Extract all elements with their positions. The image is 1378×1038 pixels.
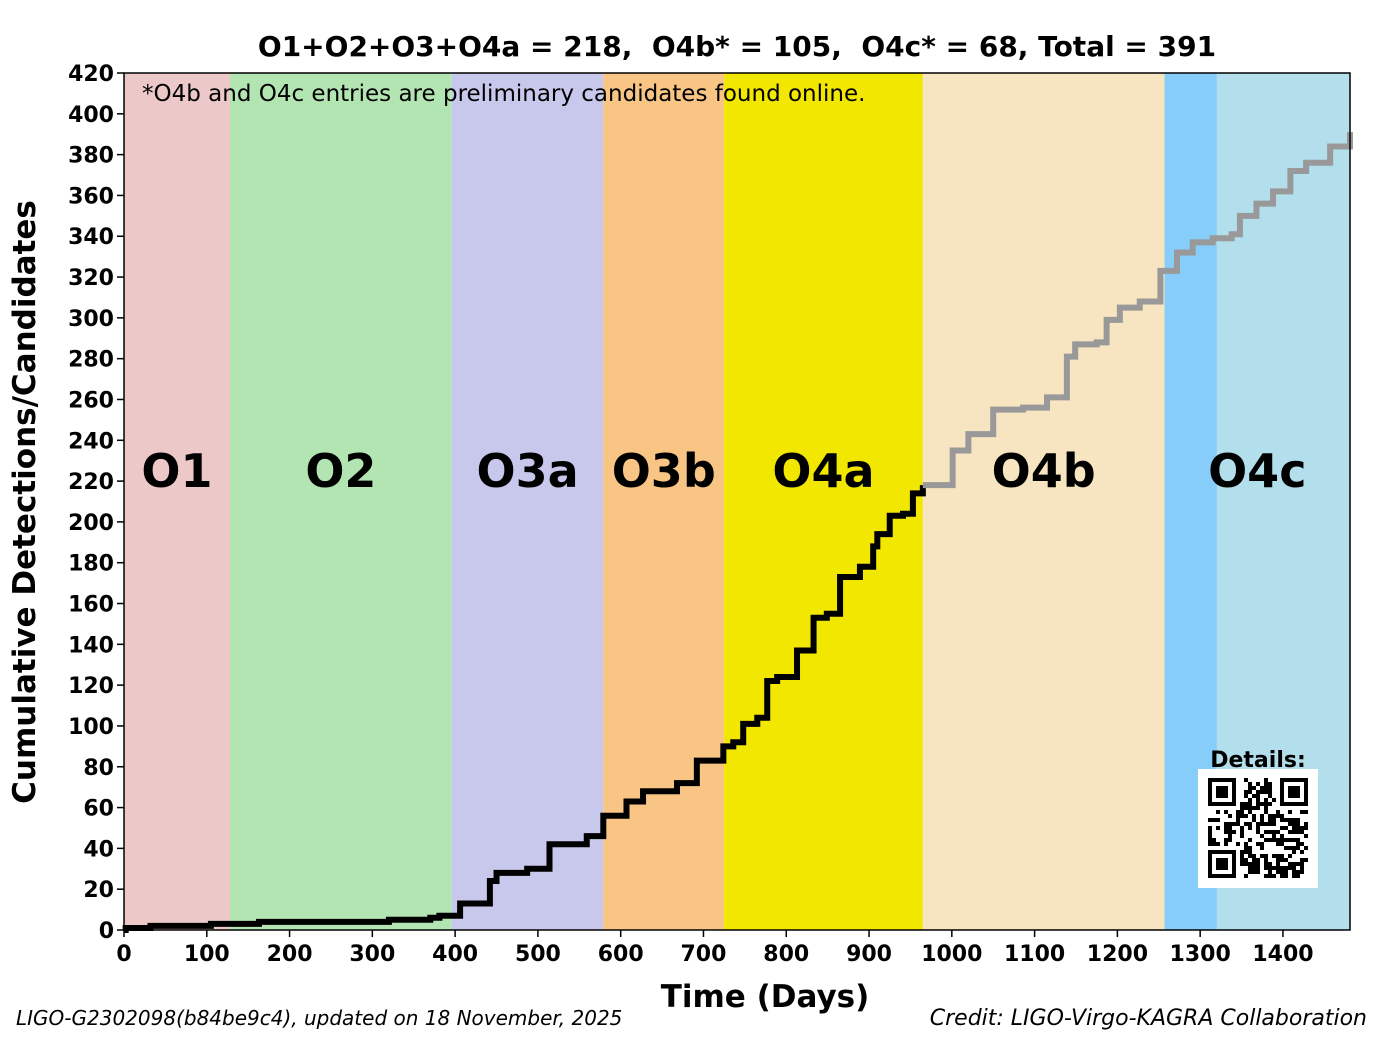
y-tick-label: 300 <box>68 307 114 332</box>
band-o4a <box>724 73 923 930</box>
run-label-o3b: O3b <box>612 444 716 498</box>
y-tick-label: 20 <box>83 878 114 903</box>
band-o3a <box>452 73 603 930</box>
credit-footer: Credit: LIGO-Virgo-KAGRA Collaboration <box>930 1006 1367 1031</box>
chart-title: O1+O2+O3+O4a = 218, O4b* = 105, O4c* = 6… <box>258 30 1216 63</box>
y-tick-label: 100 <box>68 715 114 740</box>
x-tick-label: 1200 <box>1087 942 1148 967</box>
band-o2 <box>230 73 452 930</box>
x-tick-label: 1400 <box>1252 942 1313 967</box>
y-tick-label: 380 <box>68 144 114 169</box>
y-tick-label: 40 <box>83 837 114 862</box>
y-tick-label: 420 <box>68 62 114 87</box>
x-tick-label: 1000 <box>921 942 982 967</box>
run-bands <box>124 73 1350 930</box>
x-tick-label: 700 <box>681 942 727 967</box>
y-tick-label: 160 <box>68 593 114 618</box>
x-tick-label: 1100 <box>1004 942 1065 967</box>
preliminary-note: *O4b and O4c entries are preliminary can… <box>142 81 865 107</box>
y-tick-label: 0 <box>99 919 114 944</box>
x-tick-label: 600 <box>598 942 644 967</box>
y-axis-ticks: 0 20 40 60 80 100 120 140 160 180 200 220 240 260 280 3… <box>68 62 124 944</box>
band-o4b <box>923 73 1165 930</box>
x-axis-ticks: 0 100 200 300 400 500 600 700 800 900 1000 1100 1200… <box>116 930 1313 967</box>
x-axis-label: Time (Days) <box>661 979 870 1015</box>
x-tick-label: 400 <box>432 942 478 967</box>
y-tick-label: 280 <box>68 348 114 373</box>
y-tick-label: 200 <box>68 511 114 536</box>
y-tick-label: 120 <box>68 674 114 699</box>
run-label-o4b: O4b <box>992 444 1096 498</box>
band-o1 <box>124 73 230 930</box>
y-tick-label: 240 <box>68 429 114 454</box>
x-tick-label: 0 <box>116 942 131 967</box>
y-tick-label: 340 <box>68 225 114 250</box>
run-label-o3a: O3a <box>476 444 578 498</box>
y-tick-label: 180 <box>68 552 114 577</box>
y-tick-label: 140 <box>68 633 114 658</box>
y-tick-label: 60 <box>83 797 114 822</box>
run-label-o1: O1 <box>141 444 212 498</box>
x-tick-label: 1300 <box>1170 942 1231 967</box>
y-tick-label: 360 <box>68 184 114 209</box>
x-tick-label: 800 <box>763 942 809 967</box>
document-id-footer: LIGO-G2302098(b84be9c4), updated on 18 N… <box>16 1006 622 1030</box>
run-label-o2: O2 <box>305 444 376 498</box>
y-tick-label: 260 <box>68 388 114 413</box>
run-label-o4c: O4c <box>1208 444 1306 498</box>
x-tick-label: 500 <box>515 942 561 967</box>
y-tick-label: 220 <box>68 470 114 495</box>
x-tick-label: 100 <box>184 942 230 967</box>
y-axis-label: Cumulative Detections/Candidates <box>7 200 43 804</box>
y-tick-label: 320 <box>68 266 114 291</box>
x-tick-label: 900 <box>846 942 892 967</box>
band-o3b <box>603 73 724 930</box>
y-tick-label: 80 <box>83 756 114 781</box>
x-tick-label: 200 <box>267 942 313 967</box>
run-label-o4a: O4a <box>772 444 874 498</box>
x-tick-label: 300 <box>349 942 395 967</box>
y-tick-label: 400 <box>68 103 114 128</box>
